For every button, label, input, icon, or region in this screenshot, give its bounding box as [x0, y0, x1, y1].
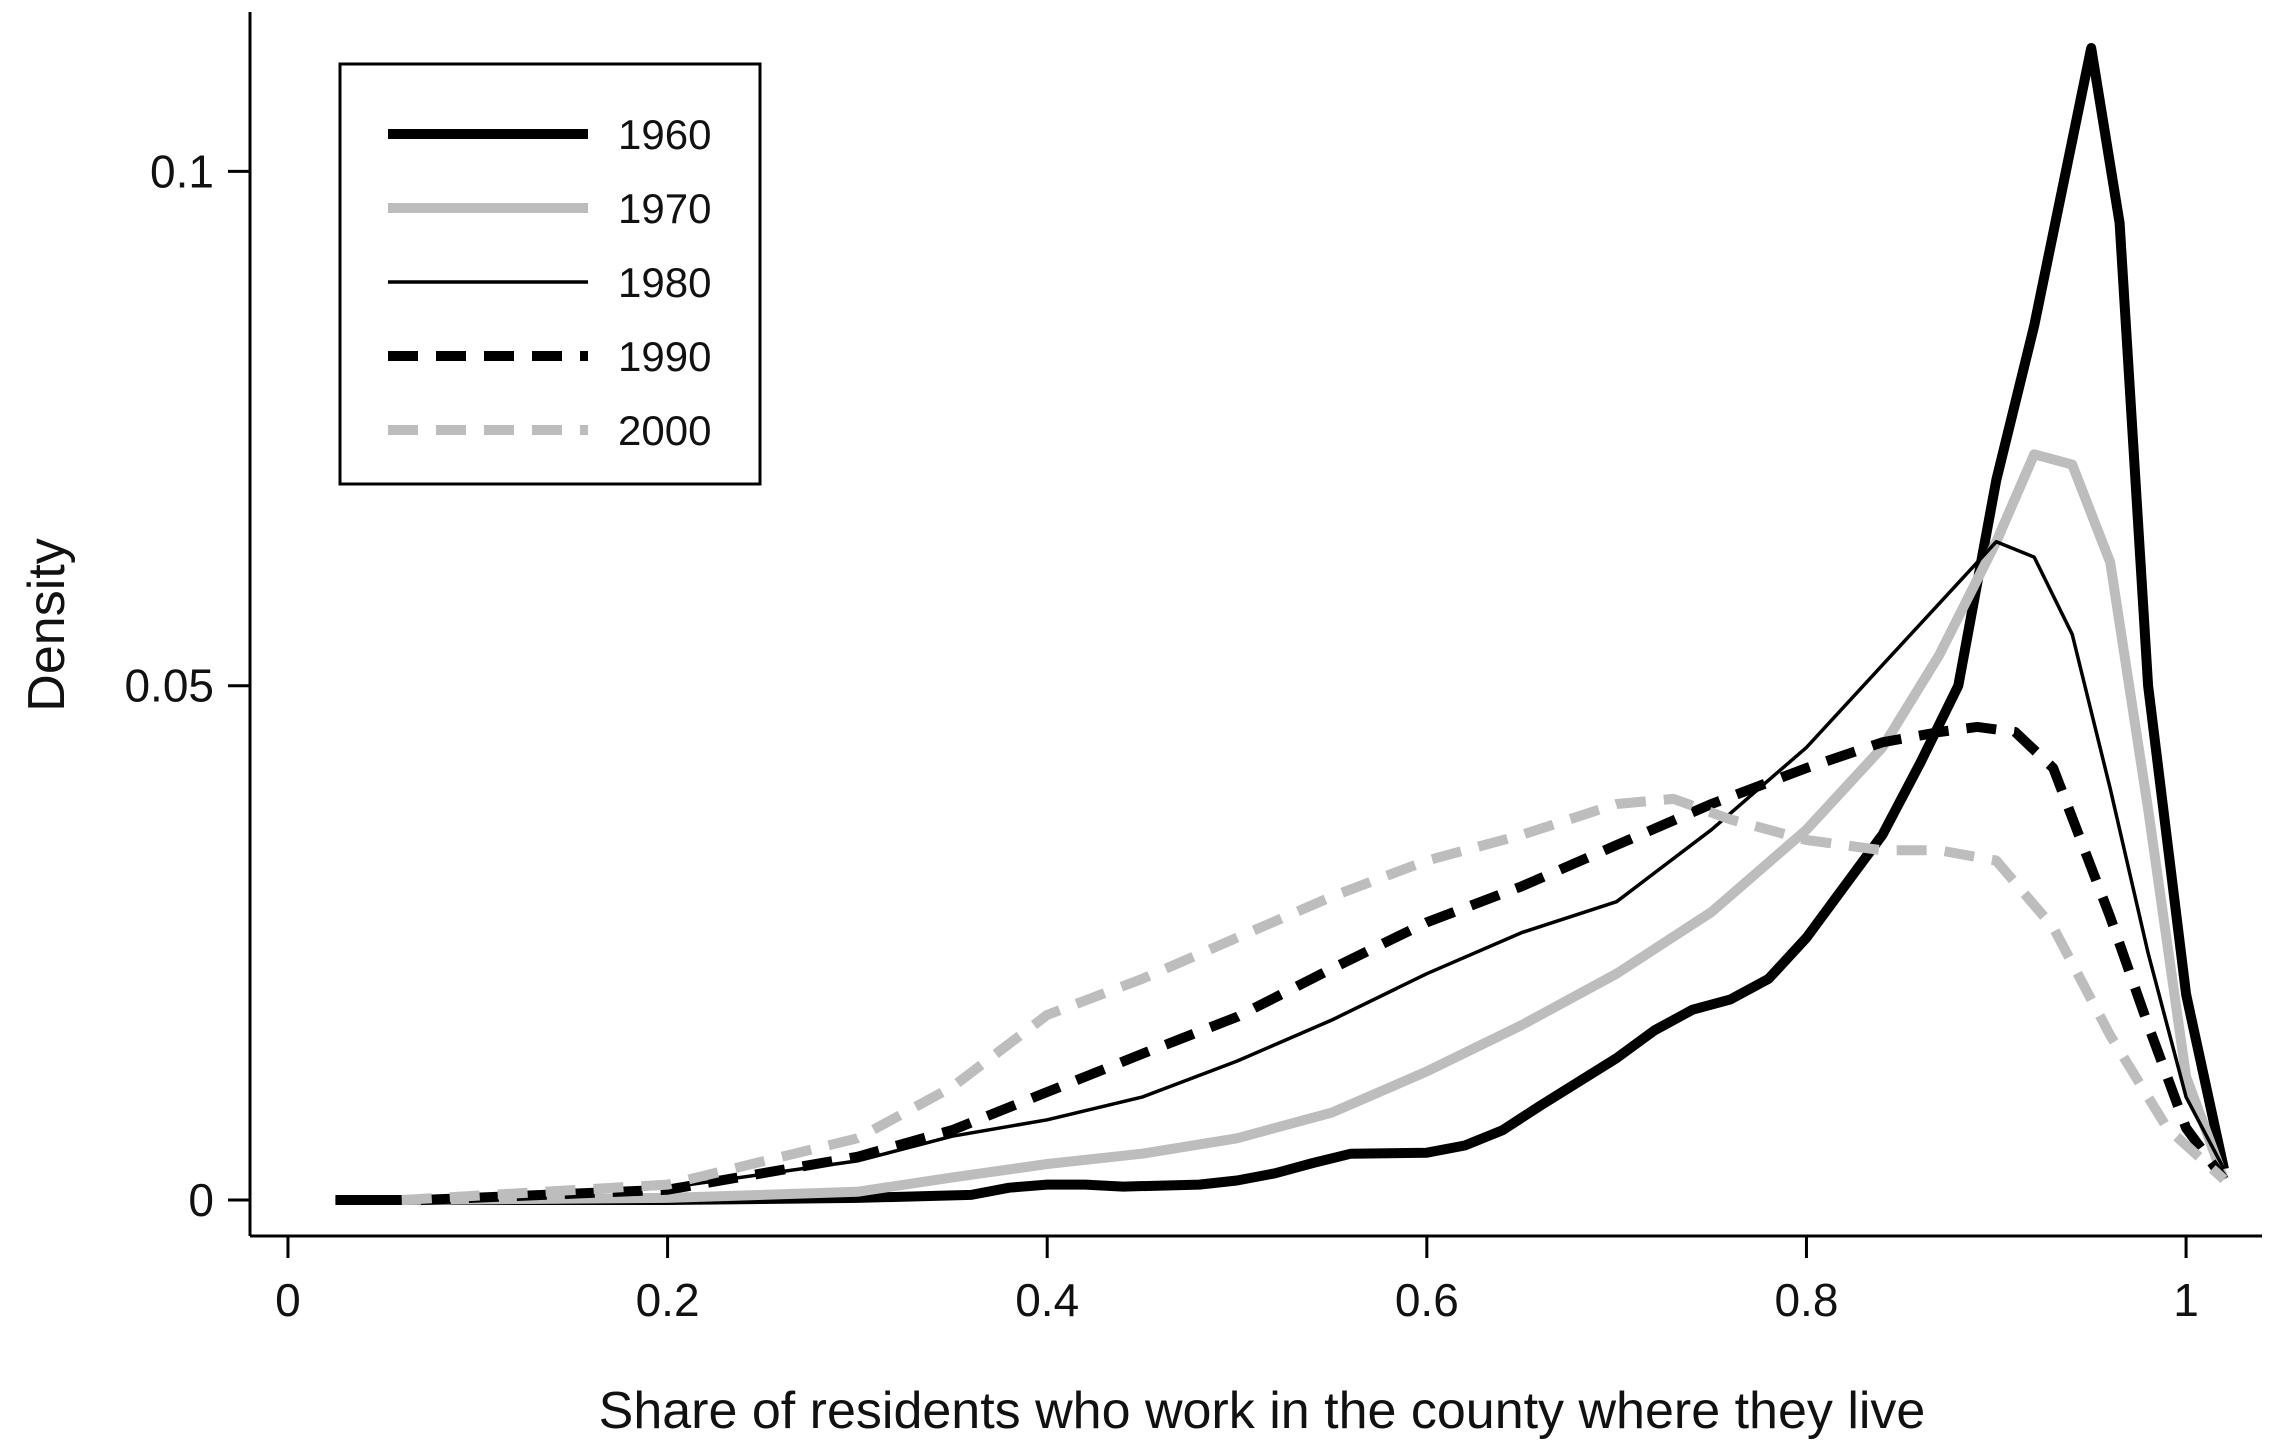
series-line-2000: [401, 793, 2228, 1205]
y-axis-ticks: 0 0.05 0.1: [124, 145, 250, 1226]
x-tick-label: 0: [275, 1274, 301, 1326]
legend-label-1960: 1960: [618, 111, 711, 158]
x-axis-title: Share of residents who work in the count…: [599, 1382, 1926, 1440]
y-tick-label: 0: [188, 1174, 214, 1226]
x-axis-ticks: 0 0.2 0.4 0.6 0.8 1: [275, 1236, 2199, 1326]
legend-label-1970: 1970: [618, 185, 711, 232]
legend-label-2000: 2000: [618, 407, 711, 454]
x-tick-label: 0.8: [1774, 1274, 1838, 1326]
series-line-1960: [335, 43, 2229, 1205]
x-tick-label: 0.2: [636, 1274, 700, 1326]
x-tick-label: 0.4: [1015, 1274, 1079, 1326]
legend-label-1980: 1980: [618, 259, 711, 306]
legend-label-1990: 1990: [618, 333, 711, 380]
legend: 1960 1970 1980 1990 2000: [338, 62, 762, 486]
series-line-1970: [401, 449, 2229, 1205]
legend-items: 1960 1970 1980 1990 2000: [388, 111, 711, 454]
x-tick-label: 0.6: [1395, 1274, 1459, 1326]
axes: [248, 12, 2262, 1238]
y-tick-label: 0.05: [124, 660, 214, 712]
series-line-1980: [344, 539, 2226, 1202]
series-line-1990: [420, 721, 2229, 1205]
y-tick-label: 0.1: [150, 145, 214, 197]
y-axis-title: Density: [18, 538, 76, 711]
series-lines: [335, 43, 2229, 1205]
x-tick-label: 1: [2173, 1274, 2199, 1326]
